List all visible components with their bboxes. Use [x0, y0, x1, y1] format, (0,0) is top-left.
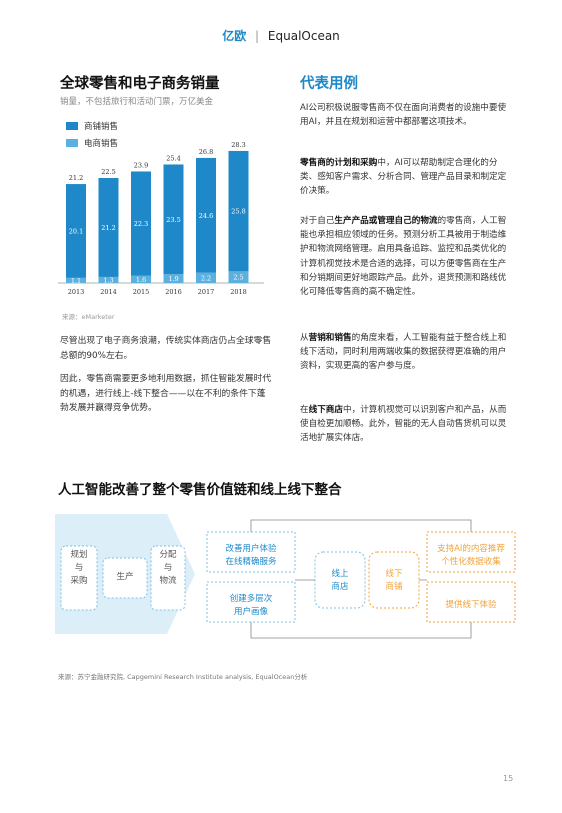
label-store-2018: 25.8	[231, 208, 245, 216]
chain-label-planning: 规划与采购	[70, 550, 88, 586]
label-total-2015: 23.9	[134, 161, 148, 169]
chart-subtitle: 销量，不包括旅行和活动门票，万亿美金	[60, 97, 214, 107]
chain-box-planning	[60, 545, 98, 611]
label-store-2014: 21.2	[101, 224, 115, 232]
bar-store-2014	[98, 178, 119, 277]
box-offline-exp-label: 提供线下体验	[445, 600, 497, 610]
use-cases-title: 代表用例	[300, 76, 358, 92]
chain-box-distribution	[150, 545, 186, 611]
label-store-2017: 24.6	[199, 212, 213, 220]
left-paragraph-1: 尽管出现了电子商务浪潮，传统实体商店仍占全球零售总额的90%左右。	[60, 336, 272, 361]
right-paragraph-5: 在线下商店中，计算机视觉可以识别客户和产品，从而使自检更加顺畅。此外，智能的无人…	[300, 403, 508, 446]
bar-chart: 1.1 20.1 21.2 2013 1.3 21.2 22.5 2014 1.6 22.3 23.…	[58, 141, 264, 296]
box-ai-content	[426, 531, 516, 573]
tick-label-2016: 2016	[165, 288, 182, 296]
bar-store-2017	[196, 157, 216, 273]
diagram-title: 人工智能改善了整个零售价值链和线上线下整合	[58, 482, 342, 498]
legend-swatch-ecommerce	[66, 139, 78, 147]
logo-separator: |	[255, 29, 260, 43]
p3-pre: 对于自己	[300, 216, 335, 226]
box-persona	[206, 581, 296, 623]
label-ecommerce-2018: 2.5	[233, 274, 243, 282]
label-ecommerce-2013: 1.1	[71, 277, 81, 285]
bar-store-2018	[228, 150, 249, 272]
box-ux-label: 改善用户体验 在线精确服务	[225, 544, 277, 567]
bar-ecommerce-2015	[131, 275, 151, 283]
box-offline-exp	[426, 581, 516, 623]
bar-store-2013	[66, 184, 86, 278]
box-ai-content-label: 支持AI的内容推荐 个性化数据收集	[437, 544, 505, 567]
chain-label-production: 生产	[116, 572, 134, 582]
p4-text: 的角度来看，人工智能有益于整合线上和线下活动，同时利用两端收集的数据获得更准确的…	[300, 333, 507, 372]
bar-ecommerce-2017	[196, 272, 216, 283]
bar-ecommerce-2013	[66, 277, 86, 283]
logo-text: EqualOcean	[267, 29, 340, 43]
chart-title: 全球零售和电子商务销量	[60, 76, 220, 92]
p2-text: 中，AI可以帮助制定合理化的分类、感知客户需求、分析合同、管理产品目录和制定定价…	[300, 158, 507, 197]
chain-label-distribution: 分配与物流	[159, 550, 177, 586]
box-online-label: 线上 商店	[331, 569, 349, 592]
legend-label-store: 商铺销售	[84, 122, 119, 132]
bar-ecommerce-2016	[163, 274, 184, 283]
connector-bottom	[250, 622, 472, 639]
box-offline	[368, 551, 420, 609]
p4-bold: 营销和销售	[308, 333, 352, 343]
label-store-2013: 20.1	[69, 227, 83, 235]
chain-box-production	[102, 557, 148, 599]
p5-text: 中，计算机视觉可以识别客户和产品，从而使自检更加顺畅。此外，智能的无人自动售货机…	[300, 405, 507, 444]
label-total-2016: 25.4	[166, 154, 180, 162]
right-paragraph-2: 零售商的计划和采购中，AI可以帮助制定合理化的分类、感知客户需求、分析合同、管理…	[300, 156, 508, 199]
p2-bold: 零售商的计划和采购	[300, 158, 378, 168]
p3-text: 的零售商，人工智能也承担相应领域的任务。预测分析工具被用于制造维护和物流网络管理…	[300, 216, 507, 298]
bar-ecommerce-2014	[98, 276, 119, 283]
p5-pre: 在	[300, 405, 309, 415]
label-store-2016: 23.5	[166, 216, 180, 224]
chart-source: 来源：eMarketer	[62, 313, 115, 321]
label-total-2017: 26.8	[199, 148, 213, 156]
p5-bold: 线下商店	[308, 405, 343, 415]
legend-swatch-store	[66, 122, 78, 130]
tick-label-2014: 2014	[100, 288, 117, 296]
label-total-2018: 28.3	[231, 141, 245, 149]
label-ecommerce-2017: 2.2	[201, 274, 211, 282]
p4-pre: 从	[300, 333, 309, 343]
label-ecommerce-2015: 1.6	[136, 276, 146, 284]
tick-label-2018: 2018	[230, 288, 247, 296]
bar-store-2015	[131, 171, 151, 276]
tick-label-2015: 2015	[133, 288, 150, 296]
bar-ecommerce-2018	[228, 271, 249, 283]
legend-label-ecommerce: 电商销售	[84, 139, 119, 149]
p3-bold: 生产产品或管理自己的物流	[334, 216, 438, 226]
box-offline-label: 线下 商铺	[385, 569, 403, 592]
diagram-source: 来源：苏宁金融研究院, Capgemini Research Institute…	[58, 673, 308, 681]
bar-store-2016	[163, 164, 184, 275]
left-paragraph-2: 因此，零售商需要更多地利用数据，抓住智能发展时代的机遇，进行线上-线下整合——以…	[60, 374, 272, 413]
label-total-2013: 21.2	[69, 174, 83, 182]
label-store-2015: 22.3	[134, 220, 148, 228]
page-number: 15	[503, 774, 514, 783]
right-paragraph-4: 从营销和销售的角度来看，人工智能有益于整合线上和线下活动，同时利用两端收集的数据…	[300, 331, 508, 374]
box-ux	[206, 531, 296, 573]
label-ecommerce-2016: 1.9	[168, 275, 178, 283]
label-ecommerce-2014: 1.3	[103, 276, 113, 284]
header-logo: 亿欧 | EqualOcean	[0, 27, 562, 44]
tick-label-2017: 2017	[198, 288, 215, 296]
right-paragraph-3: 对于自己生产产品或管理自己的物流的零售商，人工智能也承担相应领域的任务。预测分析…	[300, 214, 508, 299]
right-paragraph-1: AI公司积极说服零售商不仅在面向消费者的设施中要使用AI，并且在规划和运营中都部…	[300, 103, 507, 128]
logo-mark: 亿欧	[222, 29, 247, 43]
legend-item-ecommerce: 电商销售	[66, 137, 118, 149]
legend-item-store: 商铺销售	[66, 120, 118, 132]
label-total-2014: 22.5	[101, 168, 115, 176]
connector-top	[250, 519, 472, 532]
box-persona-label: 创建多层次 用户画像	[229, 594, 273, 617]
tick-label-2013: 2013	[68, 288, 85, 296]
value-chain-diagram	[55, 514, 516, 639]
